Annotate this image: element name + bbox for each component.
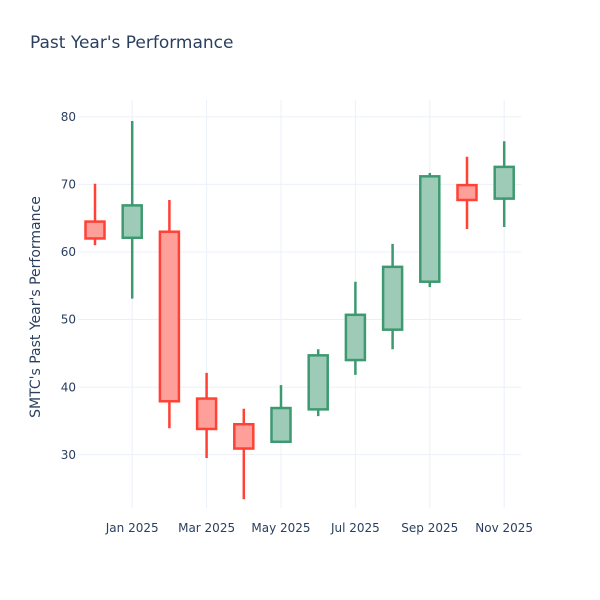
x-tick-label: Jan 2025	[105, 521, 159, 535]
y-tick-label: 60	[61, 245, 76, 259]
y-tick-label: 30	[61, 448, 76, 462]
y-tick-label: 70	[61, 178, 76, 192]
candle-body	[121, 204, 143, 240]
candle-body	[307, 354, 329, 411]
candle-body	[381, 265, 404, 331]
candle-body	[456, 183, 478, 202]
x-tick-label: Nov 2025	[475, 521, 533, 535]
x-tick-label: Sep 2025	[401, 521, 458, 535]
candle-body	[270, 406, 292, 444]
y-tick-label: 80	[61, 110, 76, 124]
x-tick-label: Mar 2025	[178, 521, 235, 535]
chart-title: Past Year's Performance	[30, 33, 234, 53]
candle-body	[493, 165, 515, 200]
candle-body	[158, 230, 181, 403]
candle-body	[419, 175, 441, 283]
candle-body	[233, 422, 255, 450]
candle-body	[344, 313, 367, 362]
y-tick-label: 50	[61, 313, 76, 327]
candle-body	[195, 397, 218, 431]
y-tick-label: 40	[61, 380, 76, 394]
candle-body	[84, 220, 106, 240]
x-tick-label: Jul 2025	[330, 521, 380, 535]
x-tick-label: May 2025	[251, 521, 310, 535]
